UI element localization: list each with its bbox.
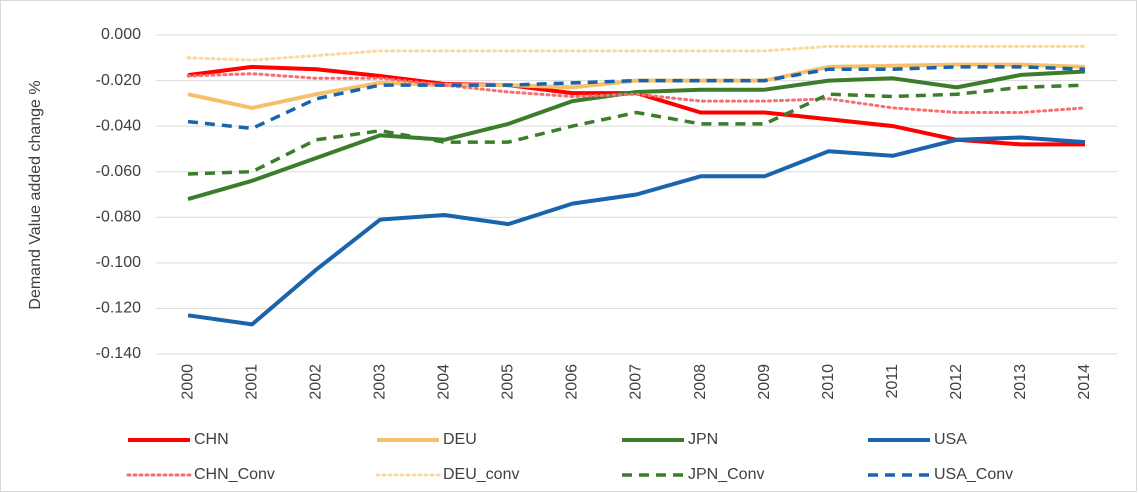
series-line [187,135,1086,327]
legend-label: DEU [443,431,477,448]
x-tick-label: 2005 [500,364,517,400]
legend-label: JPN [688,431,718,448]
legend-label: CHN_Conv [194,466,275,483]
series-line [187,83,1086,176]
x-tick-label: 2002 [307,364,324,400]
series-line [186,44,1087,62]
y-axis-title: Demand Value added change % [27,80,44,309]
x-tick-label: 2000 [179,364,196,400]
x-tick-label: 2001 [243,364,260,400]
x-tick-label: 2008 [692,364,709,400]
y-tick-label: -0.020 [96,72,141,89]
legend-label: DEU_conv [443,466,519,483]
y-tick-label: -0.040 [96,117,141,134]
x-tick-label: 2011 [884,364,901,399]
x-tick-label: 2003 [371,364,388,400]
y-tick-label: -0.080 [96,209,141,226]
x-tick-label: 2012 [948,364,965,400]
x-tick-label: 2006 [564,364,581,400]
y-tick-label: -0.120 [96,300,141,317]
x-tick-label: 2004 [436,364,453,400]
legend-label: USA [934,431,967,448]
y-tick-label: 0.000 [101,26,141,43]
x-tick-label: 2007 [628,364,645,400]
legend-label: CHN [194,431,229,448]
x-tick-label: 2010 [820,364,837,400]
series-line [187,65,1086,131]
legend-label: JPN_Conv [688,466,764,483]
series-line [186,72,1087,114]
x-tick-label: 2009 [756,364,773,400]
series-line [187,62,1086,110]
y-tick-label: -0.060 [96,163,141,180]
y-tick-label: -0.100 [96,254,141,271]
x-tick-label: 2013 [1012,364,1029,400]
legend-label: USA_Conv [934,466,1013,483]
y-tick-label: -0.140 [96,345,141,362]
series-line [187,69,1086,202]
x-tick-label: 2014 [1076,364,1093,400]
